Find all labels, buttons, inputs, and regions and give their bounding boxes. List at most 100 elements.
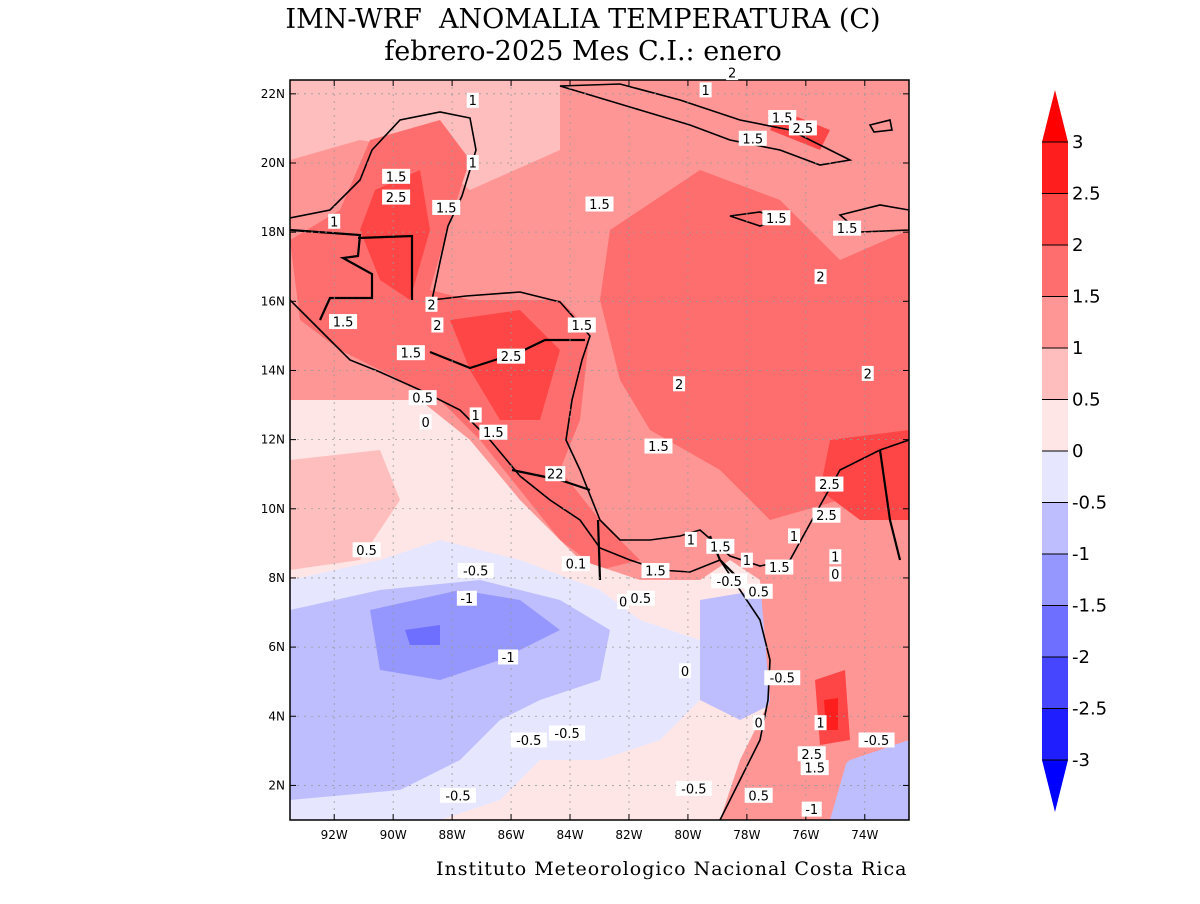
y-tick-label: 14N xyxy=(261,363,285,377)
contour-label-bg xyxy=(675,780,712,796)
contour-label: -0.5 xyxy=(864,734,889,749)
contour-label: 0.5 xyxy=(356,544,377,559)
contour-label: -1 xyxy=(805,803,818,818)
contour-label-bg xyxy=(456,590,477,606)
contour-label: 1 xyxy=(330,215,338,230)
contour-label: 2 xyxy=(675,378,683,393)
contour-label: 1.5 xyxy=(483,426,504,441)
contour-label: 0.5 xyxy=(748,789,769,804)
contour-label-bg xyxy=(419,414,432,430)
contour-label: 0 xyxy=(421,416,429,431)
contour-label-bg xyxy=(744,787,773,803)
contour-label: 2.5 xyxy=(816,509,837,524)
contour-label: 0 xyxy=(831,568,839,583)
contour-label-bg xyxy=(814,269,827,285)
contour-label-bg xyxy=(382,189,411,205)
contour-label: -0.5 xyxy=(681,782,706,797)
contour-label: 1.5 xyxy=(804,762,825,777)
colorbar-swatch xyxy=(1042,348,1068,400)
x-tick-label: 90W xyxy=(380,828,407,842)
y-tick-label: 16N xyxy=(261,294,285,308)
contour-label: 1 xyxy=(472,409,480,424)
contour-label-bg xyxy=(744,583,773,599)
contour-label: 1.5 xyxy=(333,316,354,331)
colorbar-swatch xyxy=(1042,708,1068,761)
title-line-2: febrero-2025 Mes C.I.: enero xyxy=(384,36,782,67)
contour-label: 0.5 xyxy=(748,585,769,600)
contour-label-bg xyxy=(328,213,341,229)
colorbar-level-label: -2.5 xyxy=(1072,699,1107,720)
contour-label-bg xyxy=(585,196,614,212)
contour-label-bg xyxy=(469,407,482,423)
contour-label-bg xyxy=(425,296,438,312)
contour-label: 0.5 xyxy=(630,592,651,607)
contour-label: 0.1 xyxy=(566,558,587,573)
y-tick-label: 10N xyxy=(261,502,285,516)
contour-label: -0.5 xyxy=(770,672,795,687)
gridlines xyxy=(290,80,909,820)
contour-label: 1 xyxy=(831,551,839,566)
colorbar-swatch xyxy=(1042,657,1068,709)
contour-label: 2.5 xyxy=(501,350,522,365)
colorbar-level-label: -2 xyxy=(1072,647,1090,668)
y-tick-label: 2N xyxy=(268,778,285,792)
contour-label: 0.5 xyxy=(412,392,433,407)
x-tick-label: 82W xyxy=(615,828,642,842)
pacific-negative-core xyxy=(370,590,560,680)
contour-label-bg xyxy=(626,590,655,606)
contour-label-bg xyxy=(740,552,753,568)
contour-label-bg xyxy=(814,715,827,731)
contour-label-bg xyxy=(549,725,586,741)
contour-label: 1 xyxy=(469,156,477,171)
title-line-1: IMN-WRF ANOMALIA TEMPERATURA (C) xyxy=(285,4,881,35)
contour-label: -0.5 xyxy=(717,575,742,590)
contour-label: 2.5 xyxy=(386,191,407,206)
contour-label-bg xyxy=(617,594,630,610)
contour-label: 1.5 xyxy=(589,198,610,213)
x-tick-label: 78W xyxy=(733,828,760,842)
contour-label: 0 xyxy=(681,665,689,680)
contour-label: -1 xyxy=(460,592,473,607)
colorbar: -3 -2.5 -2 -1.5 -1 -0.5 0 0.5 1 1.5 2 2.5 3 xyxy=(1042,90,1107,812)
colorbar-level-label: -3 xyxy=(1072,750,1090,771)
x-tick-label: 76W xyxy=(792,828,819,842)
contour-label: -0.5 xyxy=(554,727,579,742)
x-tick-label: 92W xyxy=(321,828,348,842)
contour-label-bg xyxy=(788,120,817,136)
colorbar-level-label: 0 xyxy=(1072,441,1083,462)
contour-label: -0.5 xyxy=(463,565,488,580)
contour-label: 1.5 xyxy=(766,212,787,227)
x-tick-label: 84W xyxy=(556,828,583,842)
colorbar-level-label: 2.5 xyxy=(1072,184,1101,205)
contour-label-bg xyxy=(396,345,425,361)
contour-label: 0 xyxy=(755,717,763,732)
y-tick-label: 4N xyxy=(268,709,285,723)
contour-label-bg xyxy=(673,376,686,392)
contour-label-bg xyxy=(764,670,801,686)
contour-label-bg xyxy=(466,92,479,108)
contour-label: 1 xyxy=(701,84,709,99)
contour-label-bg xyxy=(440,787,477,803)
pacific-negative-min xyxy=(405,625,440,645)
axis-ticks: 92W 90W 88W 86W 84W 82W 80W 78W 76W 74W2N4N6N8N10… xyxy=(261,80,909,842)
contour-label: 1 xyxy=(790,530,798,545)
contour-label-bg xyxy=(861,365,874,381)
colorbar-swatch xyxy=(1042,193,1068,246)
contour-label: 1.5 xyxy=(571,319,592,334)
belize-border xyxy=(357,234,414,300)
contour-label-bg xyxy=(765,559,794,575)
contour-label-bg xyxy=(800,760,829,776)
contour-label: 0 xyxy=(619,596,627,611)
contour-label-bg xyxy=(466,154,479,170)
contour-label-bg xyxy=(829,549,842,565)
contour-label-bg xyxy=(497,348,526,364)
colorbar-level-label: -1.5 xyxy=(1072,596,1107,617)
contour-label-bg xyxy=(801,801,822,817)
pacific-warm-patch xyxy=(290,450,400,570)
contour-label-bg xyxy=(752,715,765,731)
contour-label: 2.5 xyxy=(793,122,814,137)
colorbar-level-label: -1 xyxy=(1072,544,1090,565)
colorbar-under-triangle xyxy=(1042,760,1068,812)
